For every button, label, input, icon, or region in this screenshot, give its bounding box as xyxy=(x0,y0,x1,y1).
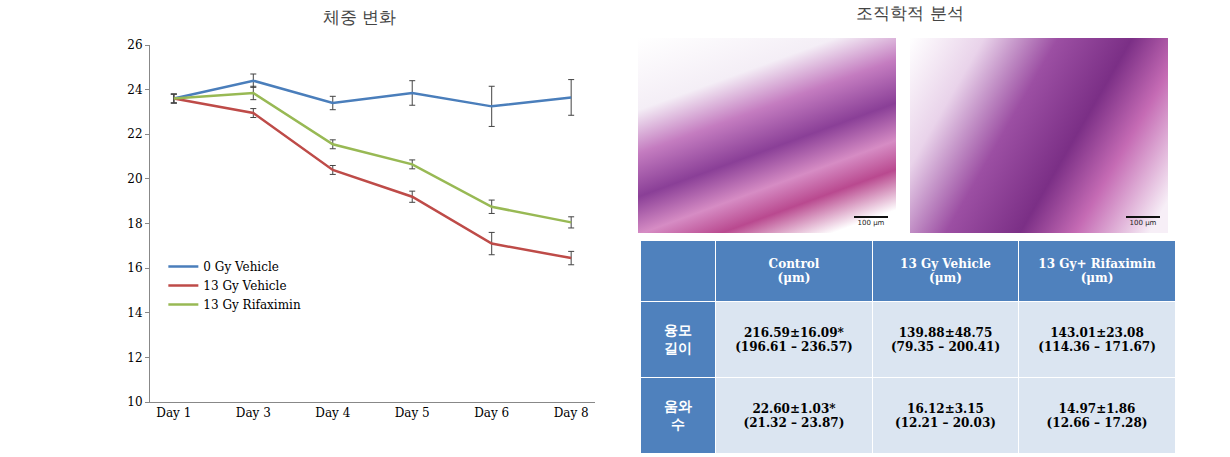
html-text:움와: 움와 xyxy=(664,397,692,414)
svg-text:Day 5: Day 5 xyxy=(395,406,430,420)
html-text:139.88±48.75: 139.88±48.75 xyxy=(898,325,993,340)
html-text:16.12±3.15: 16.12±3.15 xyxy=(907,401,984,416)
svg-text:Day 8: Day 8 xyxy=(554,406,589,420)
html-text:13 Gy+ Rifaximin: 13 Gy+ Rifaximin xyxy=(1038,257,1156,271)
html-text:22.60±1.03*: 22.60±1.03* xyxy=(752,401,836,416)
html-text:융모: 융모 xyxy=(664,321,692,338)
svg-text:24: 24 xyxy=(127,83,143,97)
html-text:(114.36 – 171.67): (114.36 – 171.67) xyxy=(1038,339,1156,354)
html-text:길이: 길이 xyxy=(664,339,692,356)
html-text:(79.35 – 200.41): (79.35 – 200.41) xyxy=(890,339,1001,354)
svg-text:20: 20 xyxy=(127,172,142,186)
html-text:14.97±1.86: 14.97±1.86 xyxy=(1058,401,1136,416)
svg-text:0 Gy Vehicle: 0 Gy Vehicle xyxy=(203,260,279,274)
html-text:(μm): (μm) xyxy=(929,271,962,285)
html-text:(μm): (μm) xyxy=(777,271,811,285)
html-text:(12.21 – 20.03): (12.21 – 20.03) xyxy=(895,415,996,430)
html-text:143.01±23.08: 143.01±23.08 xyxy=(1050,325,1144,340)
svg-text:10: 10 xyxy=(127,395,142,409)
svg-text:Day 6: Day 6 xyxy=(474,406,509,420)
svg-text:16: 16 xyxy=(127,261,142,275)
svg-text:체중 변화: 체중 변화 xyxy=(323,7,396,27)
svg-text:13 Gy Rifaximin: 13 Gy Rifaximin xyxy=(203,298,301,312)
html-text:Control: Control xyxy=(768,257,820,271)
html-text:수: 수 xyxy=(671,415,685,432)
html-text:13 Gy Vehicle: 13 Gy Vehicle xyxy=(900,257,991,271)
html-text:(12.66 – 17.28): (12.66 – 17.28) xyxy=(1046,415,1148,430)
html-text:216.59±16.09*: 216.59±16.09* xyxy=(744,325,844,340)
html-text:100 μm: 100 μm xyxy=(1129,219,1157,227)
html-text:(21.32 – 23.87): (21.32 – 23.87) xyxy=(743,415,845,430)
svg-text:22: 22 xyxy=(127,127,142,141)
svg-text:18: 18 xyxy=(127,217,142,231)
html-text:(196.61 – 236.57): (196.61 – 236.57) xyxy=(735,339,853,354)
html-text:(μm): (μm) xyxy=(1080,271,1114,285)
svg-text:13 Gy Vehicle: 13 Gy Vehicle xyxy=(203,279,286,293)
html-text:100 μm: 100 μm xyxy=(857,219,885,227)
svg-text:14: 14 xyxy=(127,306,143,320)
svg-text:Day 1: Day 1 xyxy=(156,406,191,420)
svg-text:Day 4: Day 4 xyxy=(315,406,350,420)
html-text:조직학적 분석: 조직학적 분석 xyxy=(856,3,964,23)
svg-text:26: 26 xyxy=(127,38,142,52)
svg-text:12: 12 xyxy=(127,351,142,365)
svg-text:Day 3: Day 3 xyxy=(236,406,271,420)
